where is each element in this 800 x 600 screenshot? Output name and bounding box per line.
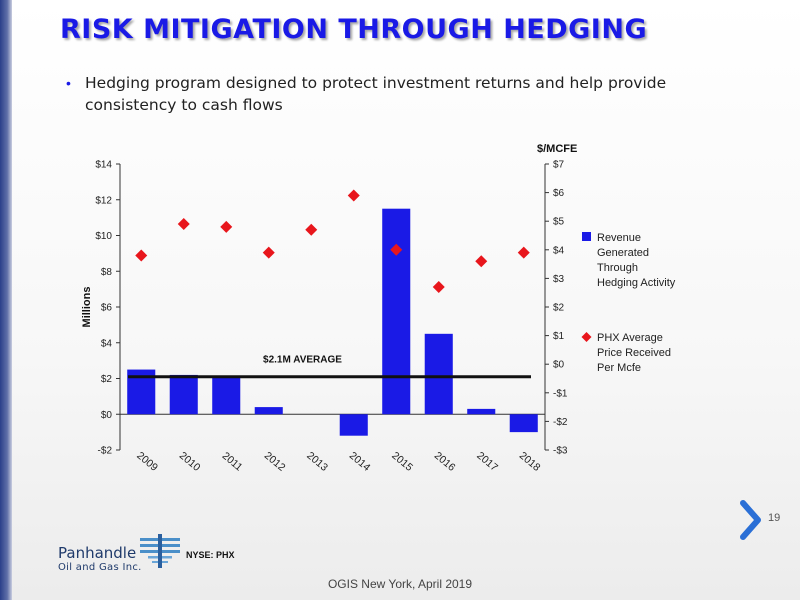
revenue-bar (509, 414, 538, 433)
price-point (135, 249, 148, 262)
price-point (347, 189, 360, 202)
revenue-bar (169, 374, 198, 415)
price-point (262, 246, 275, 259)
legend-label-price: PHX Average (597, 332, 663, 344)
x-tick-label: 2014 (347, 450, 373, 474)
y-tick-label-right: $0 (553, 360, 565, 371)
chart-legend: Revenue Generated Through Hedging Activity P… (581, 232, 676, 374)
y-tick-label-right: $3 (553, 274, 565, 285)
y-tick-label-right: $6 (553, 188, 565, 199)
revenue-bar (382, 208, 411, 415)
price-point (390, 243, 403, 256)
slide-title: RISK MITIGATION THROUGH HEDGING (60, 14, 648, 45)
chart-axes: -$2 $0 $2 $4 $6 $8 $10 $12 $14 -$3 -$2 -$1 $0 $1 $2 $3 $… (81, 143, 577, 474)
revenue-bar (339, 414, 368, 436)
y-tick-label-left: $4 (101, 338, 113, 349)
price-point (220, 220, 233, 233)
x-tick-label: 2009 (134, 450, 160, 474)
price-point (305, 223, 318, 236)
x-tick-label: 2012 (262, 450, 288, 474)
x-tick-label: 2017 (474, 450, 500, 474)
y-tick-label-right: $5 (553, 217, 565, 228)
legend-label-revenue: Revenue (597, 232, 641, 244)
page-number: 19 (768, 512, 781, 524)
y-tick-label-left: -$2 (98, 446, 113, 457)
legend-label-revenue: Through (597, 262, 638, 274)
revenue-bar (467, 408, 496, 415)
slide-side-bar (0, 0, 12, 600)
bullet-text: Hedging program designed to protect inve… (85, 74, 667, 114)
y-tick-label-right: -$3 (553, 446, 568, 457)
y-axis-title-left: Millions (81, 287, 93, 328)
y-tick-label-left: $12 (95, 195, 112, 206)
y-tick-label-right: $4 (553, 245, 565, 256)
revenue-bar (212, 376, 241, 415)
price-point (177, 218, 190, 231)
y-tick-label-left: $2 (101, 374, 113, 385)
x-tick-label: 2011 (220, 450, 245, 474)
legend-swatch-revenue (582, 232, 591, 241)
average-line-group: $2.1M AVERAGE (128, 355, 531, 379)
bullet-icon: • (66, 75, 71, 91)
legend-label-price: Price Received (597, 347, 671, 359)
price-point (517, 246, 530, 259)
y-tick-label-left: $8 (101, 267, 113, 278)
y-tick-label-left: $10 (95, 231, 112, 242)
y-tick-label-left: $6 (101, 303, 113, 314)
x-tick-label: 2013 (304, 450, 330, 474)
revenue-bar (424, 333, 453, 415)
x-tick-label: 2010 (177, 450, 203, 474)
x-tick-label: 2016 (432, 450, 458, 474)
footer-text: OGIS New York, April 2019 (327, 577, 473, 591)
y-axis-title-right: $/MCFE (537, 143, 577, 155)
logo-mark-icon (140, 534, 180, 568)
y-tick-label-right: $7 (553, 160, 565, 171)
next-slide-chevron-icon[interactable] (738, 500, 764, 540)
y-tick-label-right: -$1 (553, 388, 568, 399)
x-tick-label: 2015 (389, 450, 415, 474)
company-logo: Panhandle Oil and Gas Inc. NYSE: PHX (58, 534, 235, 584)
y-tick-label-right: -$2 (553, 417, 568, 428)
average-line-label: $2.1M AVERAGE (263, 355, 342, 366)
y-tick-label-right: $2 (553, 303, 565, 314)
legend-label-revenue: Hedging Activity (597, 277, 676, 289)
legend-swatch-price (581, 332, 592, 342)
revenue-bar (254, 407, 283, 415)
chart-bars (127, 208, 538, 436)
legend-label-price: Per Mcfe (597, 362, 641, 374)
logo-subtitle: Oil and Gas Inc. (58, 562, 142, 573)
price-point (475, 255, 488, 268)
legend-label-revenue: Generated (597, 247, 649, 259)
y-tick-label-left: $0 (101, 410, 113, 421)
y-tick-label-left: $14 (95, 160, 112, 171)
logo-ticker: NYSE: PHX (186, 550, 235, 560)
price-point (432, 280, 445, 293)
bullet-point: • Hedging program designed to protect in… (66, 72, 706, 116)
hedging-chart: -$2 $0 $2 $4 $6 $8 $10 $12 $14 -$3 -$2 -$1 $0 $1 $2 $3 $… (81, 143, 676, 474)
logo-name: Panhandle (58, 544, 137, 562)
y-tick-label-right: $1 (553, 331, 565, 342)
chart-points (135, 189, 530, 293)
x-tick-label: 2018 (517, 450, 543, 474)
